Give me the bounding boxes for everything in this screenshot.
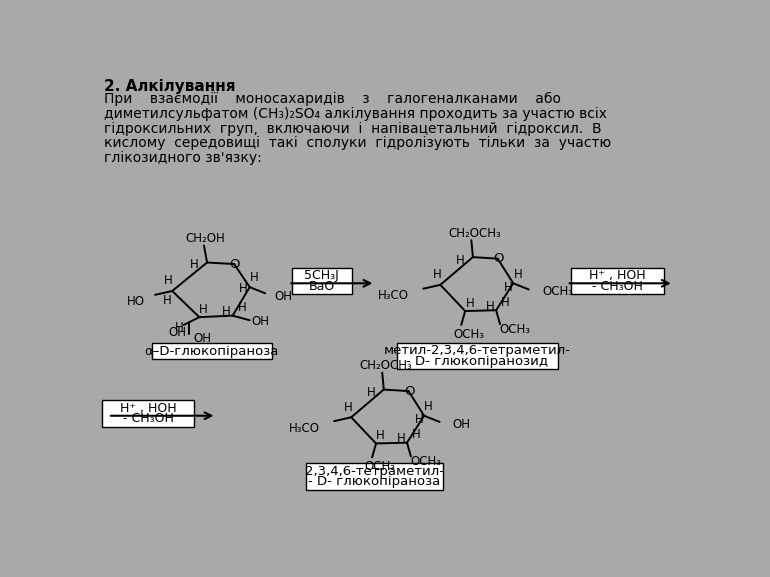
Text: H: H: [397, 432, 406, 445]
Text: - CH₃OH: - CH₃OH: [591, 280, 642, 293]
Text: - D- глюкопіраноза: - D- глюкопіраноза: [308, 475, 440, 489]
Text: H: H: [456, 254, 465, 267]
Text: H: H: [250, 271, 259, 284]
Bar: [152, 343, 272, 359]
Text: H: H: [175, 321, 183, 335]
Text: H: H: [514, 268, 522, 280]
Text: H: H: [412, 429, 420, 441]
Text: α–D-глюкопіраноза: α–D-глюкопіраноза: [145, 344, 279, 358]
Text: глікозидного зв'язку:: глікозидного зв'язку:: [104, 151, 262, 165]
Text: H: H: [433, 268, 442, 282]
Text: HO: HO: [127, 295, 145, 308]
Text: - CH₃OH: - CH₃OH: [122, 413, 173, 425]
Text: H⁺ , HOH: H⁺ , HOH: [589, 269, 645, 282]
Text: OCH₃: OCH₃: [543, 285, 574, 298]
Text: 2,3,4,6-тетраметил-: 2,3,4,6-тетраметил-: [305, 464, 444, 478]
Text: При    взаємодії    моносахаридів    з    галогеналканами    або: При взаємодії моносахаридів з галогеналк…: [104, 92, 561, 106]
Bar: [102, 400, 194, 426]
Text: OCH₃: OCH₃: [364, 460, 396, 473]
Text: H₃CO: H₃CO: [290, 422, 320, 434]
Text: H: H: [377, 429, 385, 442]
Text: OH: OH: [193, 332, 212, 345]
Bar: [571, 268, 664, 294]
Text: OCH₃: OCH₃: [410, 455, 441, 469]
Text: H: H: [504, 280, 513, 294]
Text: OCH₃: OCH₃: [499, 323, 531, 336]
Text: CH₂OCH₃: CH₂OCH₃: [359, 359, 412, 372]
Text: O: O: [229, 257, 240, 271]
Text: 2. Алкілування: 2. Алкілування: [104, 79, 236, 94]
Text: H: H: [199, 303, 208, 316]
Bar: [397, 343, 558, 369]
Text: H₃CO: H₃CO: [378, 289, 410, 302]
Text: H⁺ , HOH: H⁺ , HOH: [120, 402, 176, 414]
Text: H: H: [189, 258, 199, 271]
Text: OH: OH: [452, 418, 470, 430]
Text: диметилсульфатом (CH₃)₂SO₄ алкілування проходить за участю всіх: диметилсульфатом (CH₃)₂SO₄ алкілування п…: [104, 107, 607, 121]
Text: H: H: [222, 305, 231, 317]
Text: H: H: [487, 300, 495, 313]
Text: гідроксильних  груп,  включаючи  і  напівацетальний  гідроксил.  В: гідроксильних груп, включаючи і напіваце…: [104, 122, 601, 136]
Text: OH: OH: [252, 315, 270, 328]
Text: кислому  середовищі  такі  сполуки  гідролізують  тільки  за  участю: кислому середовищі такі сполуки гідроліз…: [104, 136, 611, 150]
Text: BaO: BaO: [309, 280, 335, 293]
Text: OCH₃: OCH₃: [454, 328, 484, 340]
Text: H: H: [238, 301, 246, 314]
Text: O: O: [494, 252, 504, 265]
Text: 5CH₃J: 5CH₃J: [304, 269, 339, 282]
Text: метил-2,3,4,6-тетраметил-: метил-2,3,4,6-тетраметил-: [384, 344, 571, 357]
Text: CH₂OCH₃: CH₂OCH₃: [448, 227, 501, 240]
Text: CH₂OH: CH₂OH: [185, 232, 225, 245]
Text: - D- глюкопіранозид: - D- глюкопіранозид: [407, 355, 548, 368]
Text: O: O: [404, 385, 414, 398]
Text: H: H: [343, 401, 353, 414]
Text: H: H: [501, 296, 510, 309]
Bar: [306, 463, 444, 490]
Text: H: H: [239, 282, 248, 295]
Text: OH: OH: [274, 290, 293, 303]
Text: H: H: [424, 400, 433, 413]
Text: H: H: [465, 297, 474, 310]
Text: H: H: [415, 413, 424, 426]
Text: H: H: [367, 386, 376, 399]
Text: OH: OH: [169, 326, 186, 339]
Text: H: H: [163, 294, 172, 307]
Bar: [292, 268, 352, 294]
Text: H: H: [164, 273, 172, 287]
